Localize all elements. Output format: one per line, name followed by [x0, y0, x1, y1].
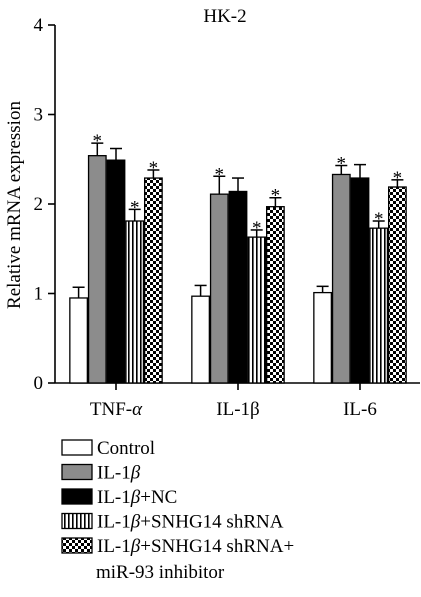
bar	[69, 297, 88, 384]
bar	[125, 220, 145, 384]
significance-star: *	[393, 168, 403, 189]
legend-swatch	[61, 512, 93, 530]
significance-star: *	[271, 186, 281, 207]
bar	[313, 291, 333, 384]
significance-star: *	[252, 218, 262, 239]
bar	[247, 236, 267, 384]
y-ticks: 0 1 2 3 4	[34, 15, 55, 394]
legend-swatch	[61, 463, 93, 481]
legend-label: IL-1β+SNHG14 shRNA+	[97, 536, 294, 557]
bar	[331, 173, 351, 384]
x-tick-label: IL-6	[343, 399, 377, 420]
significance-star: *	[215, 164, 225, 185]
legend-label: IL-1β+SNHG14 shRNA	[97, 512, 284, 533]
significance-star: *	[374, 209, 384, 230]
bars: * * * * * * * * *	[69, 131, 407, 384]
y-tick-label: 0	[34, 373, 44, 394]
bar	[209, 193, 229, 384]
bar	[265, 206, 285, 384]
x-tick-label: TNF-α	[90, 399, 143, 420]
chart-title: HK-2	[203, 6, 246, 27]
legend-swatch	[61, 439, 93, 456]
legend-label: miR-93 inhibitor	[96, 562, 225, 583]
significance-star: *	[337, 154, 347, 175]
significance-star: *	[93, 131, 103, 152]
legend-swatch	[61, 488, 93, 505]
significance-star: *	[130, 197, 140, 218]
bar	[350, 177, 370, 384]
legend-label: IL-1β+NC	[97, 487, 177, 508]
legend-label: IL-1β	[97, 463, 141, 484]
bar	[143, 177, 163, 384]
legend-label: Control	[97, 438, 155, 459]
y-tick-label: 2	[34, 194, 44, 215]
x-tick-label: IL-1β	[216, 399, 259, 420]
legend-swatch	[61, 537, 93, 554]
bar	[191, 295, 211, 384]
x-ticks: TNF-α IL-1β IL-6	[90, 383, 377, 420]
y-axis-label: Relative mRNA expression	[4, 101, 25, 309]
bar	[228, 190, 248, 384]
significance-star: *	[149, 158, 159, 179]
y-tick-label: 3	[34, 105, 44, 126]
legend: Control IL-1β IL-1β+NC IL-1β+SNHG14 shRNA IL…	[61, 438, 294, 583]
bar	[87, 155, 107, 384]
bar	[106, 159, 126, 384]
y-tick-label: 4	[34, 15, 44, 36]
bar	[369, 227, 389, 384]
y-tick-label: 1	[34, 284, 44, 305]
bar	[387, 186, 407, 384]
